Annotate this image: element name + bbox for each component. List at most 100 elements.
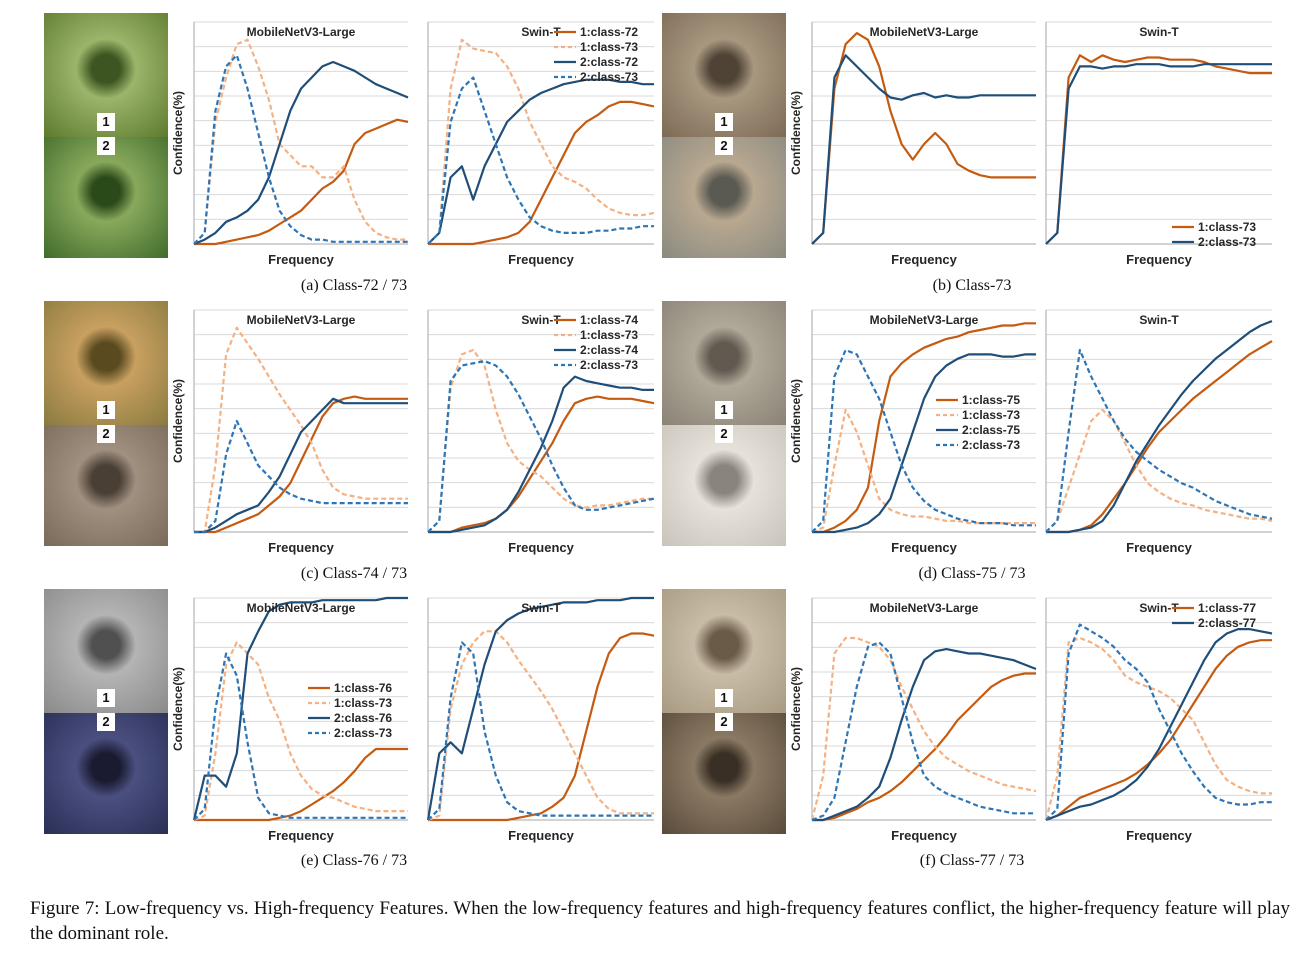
photo-a-2 — [44, 137, 168, 258]
chart-title: Swin-T — [1139, 601, 1179, 615]
photo-marker-1: 1 — [97, 401, 115, 419]
series-line-2-class-74 — [194, 397, 408, 534]
legend-label: 1:class-73 — [334, 696, 392, 710]
series-line-2-class-73 — [811, 54, 1036, 245]
photo-marker-1: 1 — [715, 689, 733, 707]
x-axis-label: Frequency — [1126, 540, 1193, 555]
chart-svg: MobileNetV3-Large Frequency Confidence(%) — [789, 21, 1036, 267]
photo-marker-1: 1 — [715, 113, 733, 131]
photo-d-2 — [662, 425, 786, 546]
series-line-2-class-73 — [1045, 348, 1273, 533]
legend-label: 2:class-73 — [580, 358, 638, 372]
photo-marker-1: 1 — [97, 113, 115, 131]
series-line-1-class-76 — [428, 632, 655, 822]
chart-f-swin: Swin-T Frequency 1:class-77 2:class-77 — [1026, 588, 1276, 848]
legend-label: 2:class-72 — [580, 55, 638, 69]
series-line-2-class-72 — [427, 78, 654, 245]
x-axis-label: Frequency — [891, 540, 958, 555]
legend-label: 1:class-73 — [1198, 220, 1256, 234]
photo-marker-2: 2 — [715, 137, 733, 155]
series-line-2-class-73 — [1045, 623, 1272, 821]
series-line-1-class-73 — [427, 348, 654, 533]
chart-e-swin: Swin-T Frequency — [408, 588, 658, 848]
legend-label: 1:class-73 — [962, 408, 1020, 422]
photo-c-2 — [44, 425, 168, 546]
series-line-1-class-77 — [1045, 639, 1272, 822]
chart-b-mobilenet: MobileNetV3-Large Frequency Confidence(%) — [789, 12, 1040, 272]
chart-a-swin: Swin-T Frequency 1:class-72 1:class-73 2:cla… — [408, 12, 658, 272]
chart-svg: Swin-TFrequency1:class-741:class-732:cla… — [427, 309, 655, 555]
subcaption-f: (f) Class-77 / 73 — [919, 852, 1025, 869]
chart-d-swin: Swin-T Frequency — [1026, 300, 1276, 560]
chart-c-mobilenet: MobileNetV3-Large Frequency Confidence(%) — [171, 300, 412, 560]
series-line-1-class-72 — [428, 100, 655, 246]
legend-label: 2:class-76 — [334, 711, 392, 725]
x-axis-label: Frequency — [891, 828, 958, 843]
series-line-1-class-73 — [1044, 636, 1272, 821]
x-axis-label: Frequency — [891, 252, 958, 267]
photo-marker-2: 2 — [715, 425, 733, 443]
series-line-2-class-75 — [1046, 320, 1273, 534]
photo-b-2 — [662, 137, 786, 258]
chart-svg: Swin-T Frequency — [1045, 309, 1273, 555]
series-line-1-class-73 — [1045, 408, 1273, 533]
chart-c-swin: Swin-T Frequency 1:class-74 1:class-73 2:cla… — [408, 300, 658, 560]
legend-label: 2:class-74 — [580, 343, 638, 357]
photo-marker-2: 2 — [97, 137, 115, 155]
chart-e-mobilenet: MobileNetV3-Large Frequency Confidence(%) 1… — [171, 588, 412, 848]
series-line-2-class-73 — [811, 348, 1036, 533]
series-line-2-class-73 — [427, 359, 655, 533]
chart-title: MobileNetV3-Large — [870, 25, 979, 39]
y-axis-label: Confidence(%) — [789, 667, 803, 751]
series-line-2-class-73 — [194, 419, 408, 534]
chart-svg: MobileNetV3-Large Frequency Confidence(%) — [789, 597, 1037, 843]
series-line-2-class-76 — [426, 596, 654, 821]
legend-label: 1:class-77 — [1198, 601, 1256, 615]
y-axis-label: Confidence(%) — [171, 667, 185, 751]
x-axis-label: Frequency — [268, 252, 335, 267]
x-axis-label: Frequency — [1126, 252, 1193, 267]
x-axis-label: Frequency — [268, 828, 335, 843]
legend-label: 1:class-73 — [580, 40, 638, 54]
x-axis-label: Frequency — [1126, 828, 1193, 843]
series-line-2-class-73 — [193, 54, 408, 245]
legend-label: 1:class-74 — [580, 313, 638, 327]
chart-d-mobilenet: MobileNetV3-Large Frequency Confidence(%) 1… — [789, 300, 1040, 560]
chart-svg: MobileNetV3-Large Frequency Confidence(%) 1… — [789, 309, 1036, 555]
series-line-2-class-74 — [428, 375, 654, 534]
y-axis-label: Confidence(%) — [789, 379, 803, 463]
series-line-1-class-73 — [193, 641, 408, 822]
series-line-1-class-75 — [1046, 340, 1273, 534]
legend-label: 2:class-73 — [1198, 235, 1256, 249]
chart-title: Swin-T — [521, 25, 561, 39]
photo-marker-1: 1 — [715, 401, 733, 419]
photo-f-2 — [662, 713, 786, 834]
legend-label: 2:class-75 — [962, 423, 1020, 437]
series-line-2-class-76 — [192, 596, 408, 821]
chart-svg: MobileNetV3-Large Frequency Confidence(%) 1… — [171, 596, 408, 843]
chart-title: MobileNetV3-Large — [870, 601, 979, 615]
chart-svg: Swin-TFrequency1:class-721:class-732:cla… — [427, 21, 655, 267]
subcaption-a: (a) Class-72 / 73 — [300, 277, 408, 294]
series-line-1-class-73 — [1045, 54, 1272, 245]
figure-caption: Figure 7: Low-frequency vs. High-frequen… — [30, 898, 1290, 944]
series-line-2-class-77 — [1045, 627, 1273, 822]
series-line-1-class-76 — [194, 747, 408, 822]
photo-marker-2: 2 — [715, 713, 733, 731]
chart-title: MobileNetV3-Large — [247, 25, 356, 39]
subcaption-e: (e) Class-76 / 73 — [300, 852, 408, 869]
x-axis-label: Frequency — [508, 252, 575, 267]
series-line-1-class-73 — [193, 38, 408, 245]
chart-svg: Swin-T Frequency 1:class-772:class-77 — [1044, 597, 1273, 843]
chart-b-swin: Swin-T Frequency 1:class-73 2:class-73 — [1026, 12, 1276, 272]
chart-svg: MobileNetV3-Large Frequency Confidence(%) — [171, 309, 408, 555]
legend-label: 2:class-73 — [580, 70, 638, 84]
chart-title: MobileNetV3-Large — [247, 601, 356, 615]
photo-marker-2: 2 — [97, 713, 115, 731]
chart-title: MobileNetV3-Large — [247, 313, 356, 327]
chart-title: MobileNetV3-Large — [870, 313, 979, 327]
series-line-2-class-77 — [812, 647, 1037, 822]
